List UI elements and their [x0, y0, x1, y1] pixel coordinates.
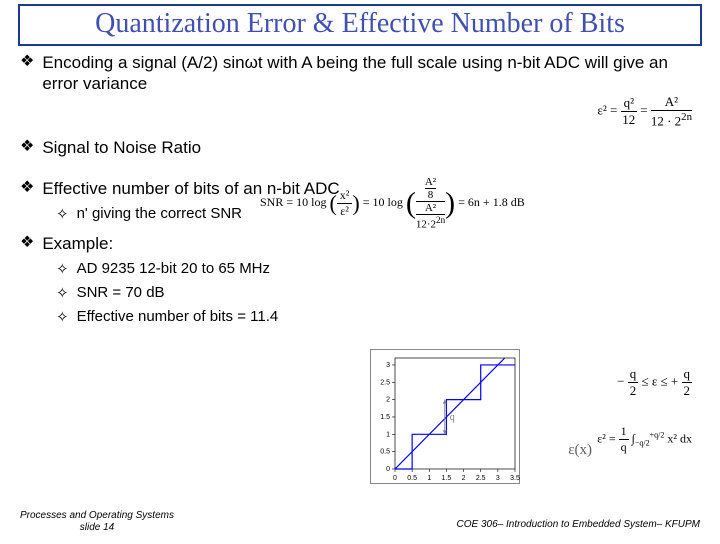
diamond-icon: ❖ [20, 178, 34, 199]
bullet-4-sub-1-text: AD 9235 12-bit 20 to 65 MHz [77, 260, 270, 277]
footer-left-line2: slide 14 [20, 522, 174, 534]
bullet-4-sub-2: ✧ SNR = 70 dB [56, 284, 700, 302]
svg-text:1: 1 [427, 475, 431, 482]
svg-text:1.5: 1.5 [380, 414, 390, 421]
diamond-icon: ❖ [20, 52, 34, 73]
bullet-4-sub-1: ✧ AD 9235 12-bit 20 to 65 MHz [56, 260, 700, 278]
formula-variance: ε² = q²12 = A²12 · 22n [597, 94, 692, 129]
bullet-2: ❖ Signal to Noise Ratio [20, 137, 700, 158]
quantization-chart: 0 0.5 1 1.5 2 2.5 3 3.5 0 0.5 1 1.5 2 2.5 3 q [370, 349, 520, 484]
chart-svg: 0 0.5 1 1.5 2 2.5 3 3.5 0 0.5 1 1.5 2 2.5 3 q [371, 350, 521, 485]
diamond-icon: ❖ [20, 137, 34, 158]
open-diamond-icon: ✧ [56, 205, 69, 223]
svg-text:3: 3 [496, 475, 500, 482]
open-diamond-icon: ✧ [56, 284, 69, 302]
svg-text:0: 0 [393, 475, 397, 482]
svg-text:1.5: 1.5 [442, 475, 452, 482]
diamond-icon: ❖ [20, 233, 34, 254]
slide-title: Quantization Error & Effective Number of… [28, 8, 692, 40]
svg-text:0.5: 0.5 [380, 449, 390, 456]
bullet-1-text: Encoding a signal (A/2) sinωt with A bei… [42, 52, 700, 95]
bullet-4: ❖ Example: [20, 233, 700, 254]
footer-left-line1: Processes and Operating Systems [20, 510, 174, 522]
open-diamond-icon: ✧ [56, 308, 69, 326]
svg-text:2.5: 2.5 [476, 475, 486, 482]
bullet-3-sub-1-text: n' giving the correct SNR [77, 205, 242, 222]
epsilon-x-label: ε(x) [568, 442, 592, 459]
formula-snr: SNR = 10 log (x²ε²) = 10 log (A²8A²12·22… [260, 176, 525, 231]
svg-text:1: 1 [386, 431, 390, 438]
svg-text:3: 3 [386, 362, 390, 369]
svg-text:2.5: 2.5 [380, 379, 390, 386]
svg-text:0: 0 [386, 466, 390, 473]
svg-text:q: q [450, 412, 455, 423]
open-diamond-icon: ✧ [56, 260, 69, 278]
bullet-4-sub-3-text: Effective number of bits = 11.4 [77, 308, 279, 325]
title-box: Quantization Error & Effective Number of… [18, 4, 702, 46]
footer-left: Processes and Operating Systems slide 14 [20, 510, 174, 534]
bullet-4-text: Example: [42, 233, 113, 254]
bullet-4-sub-3: ✧ Effective number of bits = 11.4 [56, 308, 700, 326]
bullet-1: ❖ Encoding a signal (A/2) sinωt with A b… [20, 52, 700, 95]
formula-integral: ε² = 1q ∫−q/2+q/2 x² dx [597, 424, 692, 455]
svg-text:2: 2 [462, 475, 466, 482]
svg-text:3.5: 3.5 [510, 475, 520, 482]
svg-text:2: 2 [386, 397, 390, 404]
bullet-2-text: Signal to Noise Ratio [42, 137, 201, 158]
svg-text:0.5: 0.5 [407, 475, 417, 482]
footer-right: COE 306– Introduction to Embedded System… [457, 519, 700, 530]
bullet-4-sub-2-text: SNR = 70 dB [77, 284, 165, 301]
formula-bounds: − q2 ≤ ε ≤ + q2 [617, 366, 692, 399]
